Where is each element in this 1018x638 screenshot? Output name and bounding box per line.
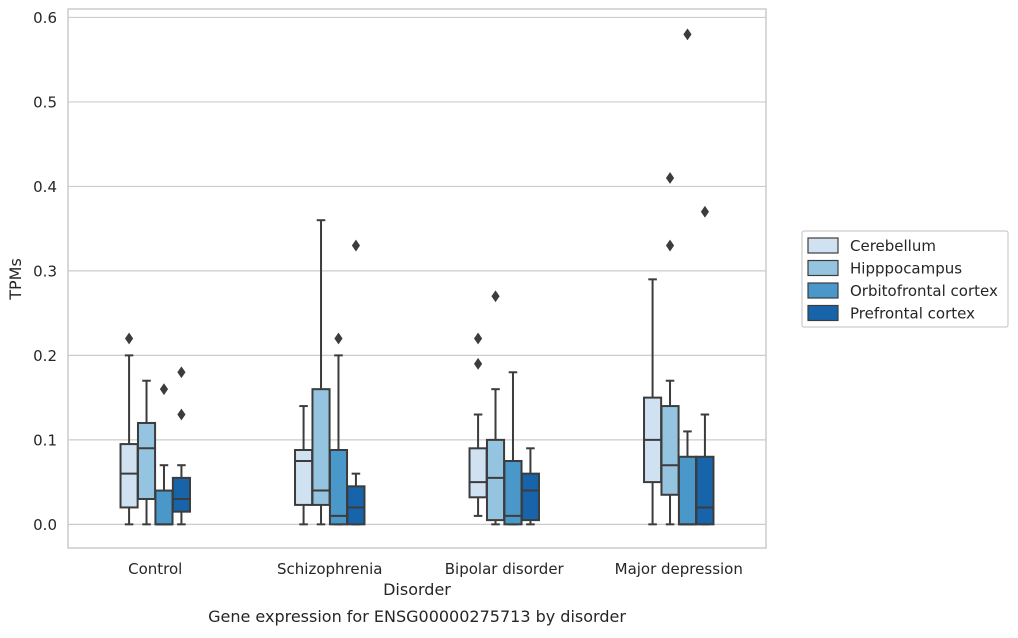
x-tick-label: Schizophrenia: [277, 560, 382, 578]
box-body: [695, 455, 715, 526]
box-body: [154, 489, 174, 526]
box-3-0: [643, 278, 663, 526]
box-body: [119, 443, 139, 509]
box-body: [346, 485, 366, 526]
box-1-2: [328, 332, 349, 526]
box-body: [294, 449, 314, 506]
y-tick-label: 0.0: [33, 516, 57, 534]
outlier-point: [177, 366, 186, 379]
plot-frame: [67, 8, 767, 549]
x-tick-label: Bipolar disorder: [445, 560, 565, 578]
outlier-point: [159, 383, 169, 396]
outlier-point: [491, 290, 500, 303]
box-body: [485, 438, 506, 522]
plot-border: [67, 8, 767, 549]
box-0-0: [119, 332, 139, 526]
y-tick-label: 0.1: [33, 431, 57, 449]
outlier-point: [683, 28, 692, 41]
grid-lines: [68, 16, 766, 525]
x-tick-label: Major depression: [615, 560, 743, 578]
x-axis-label: Disorder: [383, 580, 451, 599]
outlier-point: [665, 239, 675, 252]
y-tick-label: 0.5: [33, 93, 57, 111]
box-3-1: [660, 172, 680, 526]
y-tick-labels: 0.0 0.1 0.2 0.3 0.4 0.5 0.6: [33, 9, 57, 534]
y-tick-label: 0.4: [33, 178, 57, 196]
box-body: [468, 447, 488, 499]
box-body: [136, 421, 157, 500]
y-axis-label: TPMs: [6, 258, 25, 301]
box-2-3: [520, 447, 540, 526]
legend-entry: Prefrontal cortex: [850, 305, 975, 323]
y-tick-label: 0.3: [33, 262, 57, 280]
outlier-point: [473, 357, 483, 370]
outlier-point: [473, 332, 483, 345]
box-body: [503, 459, 523, 526]
legend-swatch: [807, 304, 839, 322]
box-2-2: [503, 371, 523, 526]
legend-swatch: [807, 259, 839, 277]
box-1-3: [346, 239, 366, 526]
legend-swatch: [807, 237, 839, 254]
outlier-point: [700, 205, 710, 218]
legend-entry: Hipppocampus: [850, 260, 962, 278]
box-3-2: [677, 28, 698, 526]
box-body: [328, 449, 349, 526]
x-tick-label: Control: [128, 560, 182, 578]
y-tick-label: 0.6: [33, 9, 57, 27]
box-body: [520, 472, 540, 522]
outlier-point: [334, 332, 343, 345]
box-3-3: [695, 205, 715, 526]
outlier-point: [351, 239, 361, 252]
x-tick-labels: Control Schizophrenia Bipolar disorder Majo…: [128, 560, 743, 578]
legend: Cerebellum Hipppocampus Orbitofrontal cort…: [801, 230, 1009, 328]
box-1-1: [311, 219, 331, 526]
outlier-point: [124, 332, 134, 345]
legend-entry: Orbitofrontal cortex: [850, 282, 998, 300]
box-0-1: [136, 379, 157, 526]
y-tick-label: 0.2: [33, 347, 57, 365]
box-body: [660, 405, 680, 496]
box-body: [171, 476, 191, 513]
box-2-0: [468, 332, 488, 517]
legend-frame: [801, 230, 1009, 328]
box-body: [677, 455, 698, 526]
legend-swatch: [807, 282, 839, 299]
box-body: [311, 388, 331, 506]
outlier-point: [665, 172, 675, 184]
boxes: [119, 28, 715, 526]
figure-caption: Gene expression for ENSG00000275713 by d…: [208, 607, 626, 626]
box-0-3: [171, 366, 191, 526]
box-2-1: [485, 290, 506, 526]
legend-entry: Cerebellum: [850, 237, 936, 255]
outlier-point: [177, 408, 186, 421]
box-1-0: [294, 405, 314, 526]
box-0-2: [154, 383, 174, 526]
